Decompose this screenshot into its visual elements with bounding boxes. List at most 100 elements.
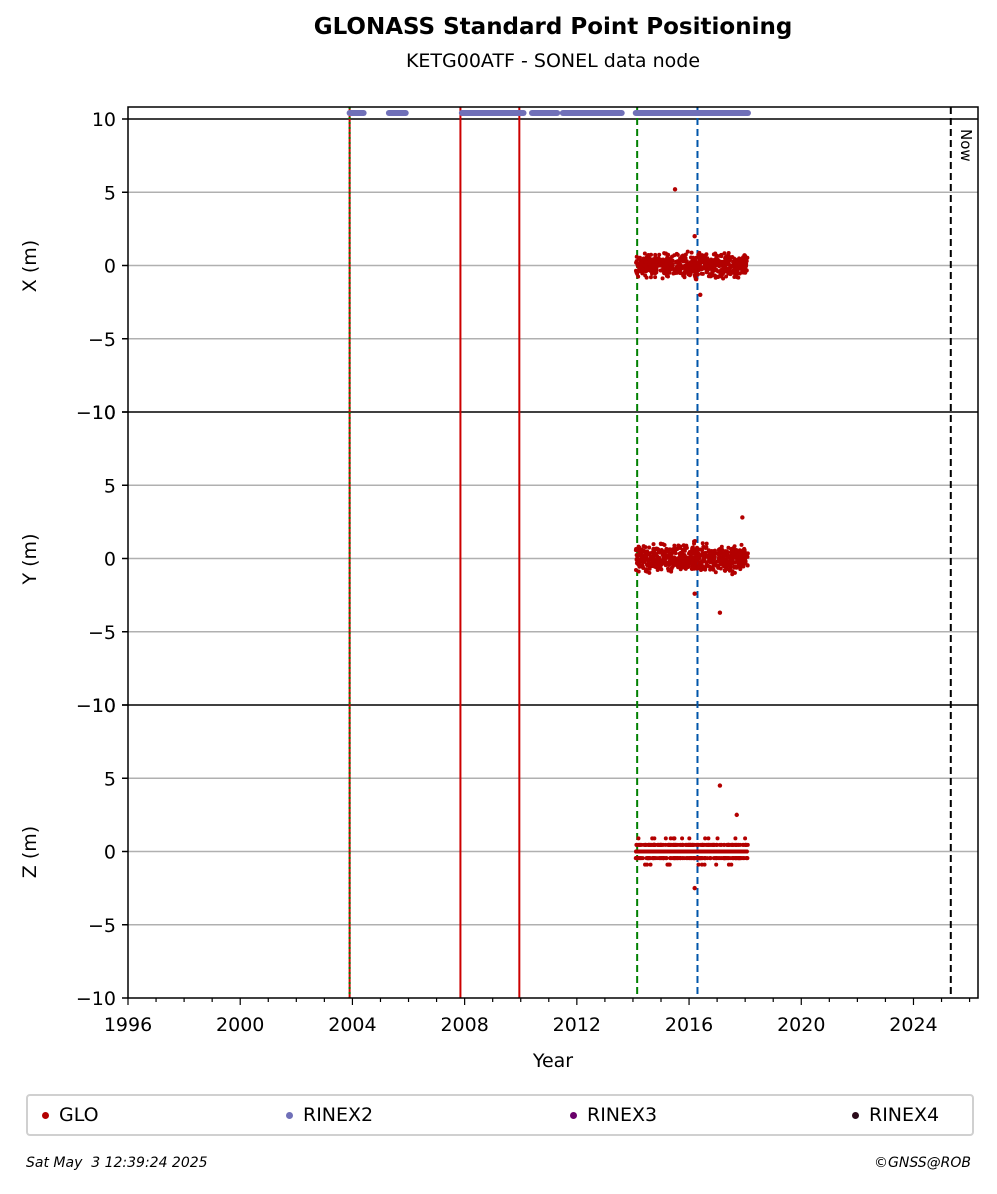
y-axis-label-y: Y (m) <box>19 533 41 585</box>
glo-point <box>663 549 668 554</box>
glo-point <box>688 856 693 861</box>
glo-point <box>695 856 700 861</box>
glo-point <box>734 548 739 553</box>
glo-point <box>698 849 703 854</box>
glo-point <box>671 271 676 276</box>
glo-point <box>665 560 670 565</box>
glo-point <box>676 849 681 854</box>
glo-point <box>651 542 656 547</box>
glo-point <box>702 552 707 557</box>
glo-point <box>655 567 660 572</box>
glo-point <box>636 544 641 549</box>
glo-point <box>647 566 652 571</box>
glo-point <box>708 552 713 557</box>
glo-point <box>720 849 725 854</box>
glo-point <box>738 553 743 558</box>
glo-point <box>692 856 697 861</box>
x-axis-label: Year <box>532 1050 574 1072</box>
glo-outlier-point <box>672 187 678 192</box>
glo-point <box>739 559 744 564</box>
glo-point <box>692 541 697 546</box>
glo-point <box>691 269 696 274</box>
glo-point <box>734 275 739 280</box>
glo-point <box>653 552 658 557</box>
glo-point <box>673 551 678 556</box>
glo-point <box>723 849 728 854</box>
glo-point <box>648 554 653 559</box>
glo-outlier-point <box>734 812 739 818</box>
glo-point <box>646 253 651 258</box>
glo-point <box>718 260 723 265</box>
glo-point <box>690 559 695 564</box>
glo-point <box>745 551 750 556</box>
glo-point <box>665 270 670 275</box>
glo-point <box>670 555 675 560</box>
glo-point <box>707 259 712 264</box>
glo-point <box>675 266 680 271</box>
y-tick-label: 5 <box>104 475 116 497</box>
glo-point <box>653 252 658 257</box>
y-tick-label: 5 <box>104 182 116 204</box>
y-tick-label: −5 <box>88 329 116 351</box>
glo-point <box>718 263 723 268</box>
glo-point <box>730 270 735 275</box>
glo-point <box>686 849 691 854</box>
glo-point <box>662 265 667 270</box>
glo-point <box>655 842 660 847</box>
glo-point <box>647 570 652 575</box>
glo-point <box>676 565 681 570</box>
glo-point <box>721 261 726 266</box>
glo-point <box>697 553 702 558</box>
glo-point <box>674 251 679 256</box>
glo-point <box>736 842 741 847</box>
glo-point <box>672 562 677 567</box>
glo-point <box>668 856 673 861</box>
glo-point <box>696 862 701 867</box>
glo-point <box>637 255 642 260</box>
glo-point <box>672 559 677 564</box>
y-tick-label: 10 <box>92 109 116 131</box>
legend-item-rinex2: RINEX2 <box>286 1104 373 1126</box>
glo-point <box>709 549 714 554</box>
glo-point <box>723 568 728 573</box>
glo-point <box>646 842 651 847</box>
glo-point <box>693 551 698 556</box>
glo-point <box>714 862 719 867</box>
glo-point <box>737 263 742 268</box>
glo-point <box>684 545 689 550</box>
x-tick-label: 2020 <box>777 1014 825 1036</box>
glo-point <box>717 842 722 847</box>
glo-point <box>734 856 739 861</box>
x-tick-label: 1996 <box>104 1014 152 1036</box>
glo-point <box>647 561 652 566</box>
glo-point <box>719 252 724 257</box>
glo-point <box>741 270 746 275</box>
glo-point <box>722 251 727 256</box>
glo-point <box>702 556 707 561</box>
glo-point <box>708 274 713 279</box>
glo-point <box>663 836 668 841</box>
glo-point <box>636 836 641 841</box>
glo-point <box>727 567 732 572</box>
glo-point <box>704 563 709 568</box>
glo-point <box>685 560 690 565</box>
glo-point <box>680 836 685 841</box>
glo-point <box>661 268 666 273</box>
legend-marker-rinex2 <box>286 1111 293 1119</box>
glo-point <box>668 267 673 272</box>
glo-point <box>658 542 663 547</box>
glo-point <box>661 856 666 861</box>
glo-point <box>635 842 640 847</box>
glo-outlier-point <box>692 885 697 891</box>
glo-point <box>635 856 640 861</box>
footer-timestamp: Sat May 3 12:39:24 2025 <box>26 1155 208 1171</box>
glo-point <box>653 275 658 280</box>
glo-outlier-point <box>692 591 697 596</box>
glo-point <box>651 856 656 861</box>
glo-point <box>642 251 647 256</box>
glo-point <box>652 269 657 274</box>
glo-point <box>652 842 657 847</box>
glo-point <box>708 567 713 572</box>
glo-point <box>704 270 709 275</box>
glo-point <box>745 856 750 861</box>
